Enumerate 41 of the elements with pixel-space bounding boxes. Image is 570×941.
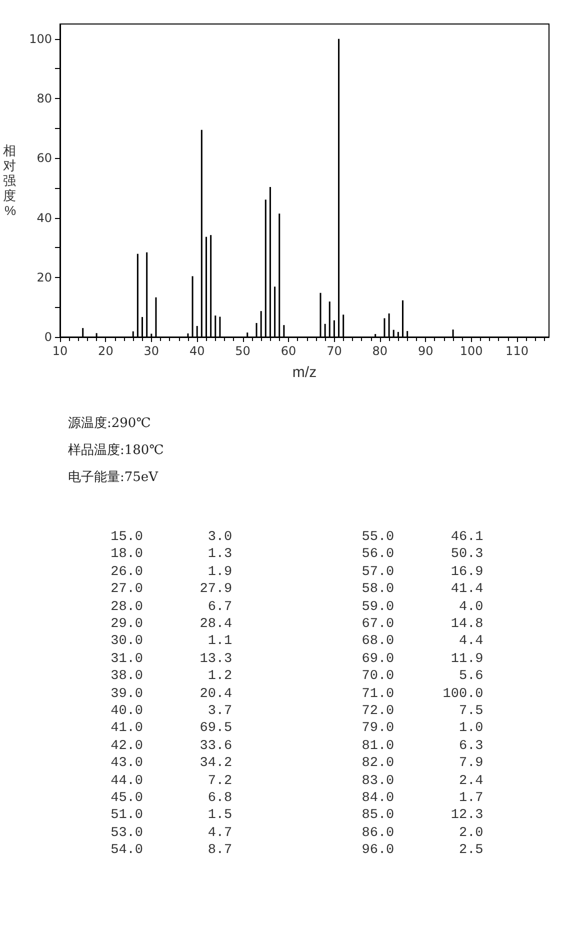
text: 源温度:290℃ (68, 415, 152, 433)
text: 51.0 1.5 85.0 12.3 (110, 808, 484, 824)
y-axis-title: 相对强度% (3, 143, 16, 218)
text: 29.0 28.4 67.0 14.8 (110, 617, 484, 632)
text: 38.0 1.2 70.0 5.6 (110, 669, 484, 684)
x-tick-label: 40 (189, 344, 205, 358)
x-tick-label: 10 (52, 344, 68, 358)
x-tick-label: 60 (280, 344, 296, 358)
x-tick-label: 100 (460, 344, 483, 358)
x-tick-label: 90 (418, 344, 434, 358)
y-tick-label: 20 (36, 270, 52, 284)
y-tick-label: 0 (44, 330, 52, 344)
text: 43.0 34.2 82.0 7.9 (110, 756, 484, 772)
text: 15.0 3.0 55.0 46.1 (110, 530, 484, 545)
text: 42.0 33.6 81.0 6.3 (110, 738, 484, 754)
y-tick-label: 100 (29, 32, 52, 46)
y-tick-label: 80 (36, 92, 52, 106)
y-tick-label: 60 (36, 151, 52, 166)
text: 45.0 6.8 84.0 1.7 (110, 791, 484, 806)
text: 28.0 6.7 59.0 4.0 (110, 600, 484, 615)
y-tick-label: 40 (36, 210, 52, 225)
x-axis-title: m/z (292, 364, 317, 381)
text: 31.0 13.3 69.0 11.9 (110, 652, 484, 667)
text: 44.0 7.2 83.0 2.4 (110, 774, 484, 789)
x-tick-label: 20 (98, 344, 114, 358)
x-tick-label: 50 (235, 344, 250, 358)
text: 39.0 20.4 71.0 100.0 (110, 686, 484, 702)
text: 54.0 8.7 96.0 2.5 (110, 843, 484, 858)
text: 电子能量:75eV (68, 469, 160, 487)
text: 27.0 27.9 58.0 41.4 (110, 582, 484, 598)
x-tick-label: 110 (506, 344, 528, 358)
text: 30.0 1.1 68.0 4.4 (110, 634, 484, 650)
text: 40.0 3.7 72.0 7.5 (110, 704, 484, 719)
text: 53.0 4.7 86.0 2.0 (110, 826, 484, 841)
text: 18.0 1.3 56.0 50.3 (110, 547, 484, 562)
text: 26.0 1.9 57.0 16.9 (110, 564, 484, 580)
x-tick-label: 30 (144, 344, 160, 358)
x-tick-label: 80 (372, 344, 388, 358)
text: 41.0 69.5 79.0 1.0 (110, 721, 484, 736)
text: 样品温度:180℃ (68, 442, 164, 460)
x-tick-label: 70 (326, 344, 342, 358)
